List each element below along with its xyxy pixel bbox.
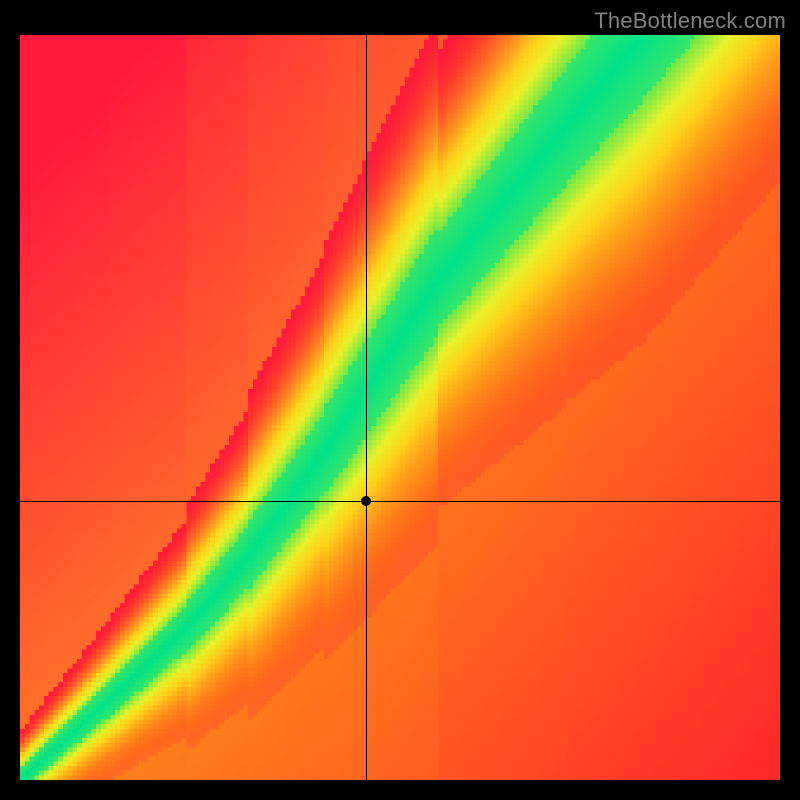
crosshair-horizontal [20, 501, 780, 502]
crosshair-vertical [366, 35, 367, 780]
selection-marker [361, 496, 371, 506]
heatmap-canvas [20, 35, 780, 780]
watermark-text: TheBottleneck.com [594, 8, 786, 34]
plot-area [20, 35, 780, 780]
chart-root: TheBottleneck.com [0, 0, 800, 800]
